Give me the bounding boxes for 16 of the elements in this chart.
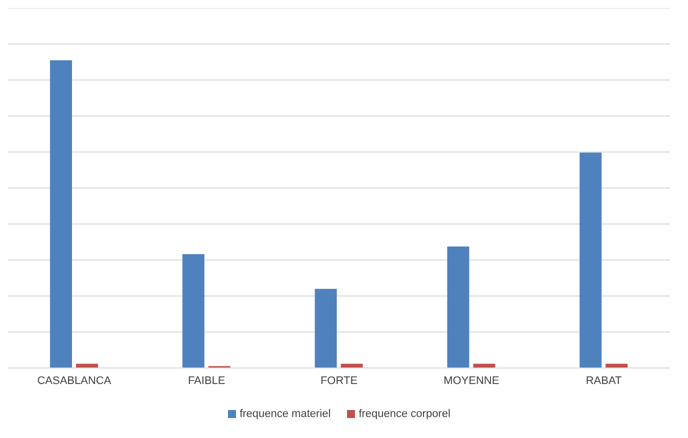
bar [447, 246, 470, 368]
bar [314, 288, 337, 368]
x-tick-label: FORTE [320, 374, 358, 387]
x-tick-label: CASABLANCA [37, 374, 112, 387]
x-tick-label: RABAT [586, 374, 622, 387]
bar [606, 364, 628, 368]
x-tick-label: MOYENNE [444, 374, 500, 387]
bar [182, 254, 204, 368]
x-tick-label: FAIBLE [188, 374, 226, 387]
bar [580, 152, 602, 368]
bar [473, 364, 496, 368]
legend-label: frequence materiel [240, 408, 331, 420]
bar [76, 364, 98, 368]
bar [50, 60, 72, 368]
bar [340, 364, 363, 368]
legend-label: frequence corporel [358, 408, 450, 420]
